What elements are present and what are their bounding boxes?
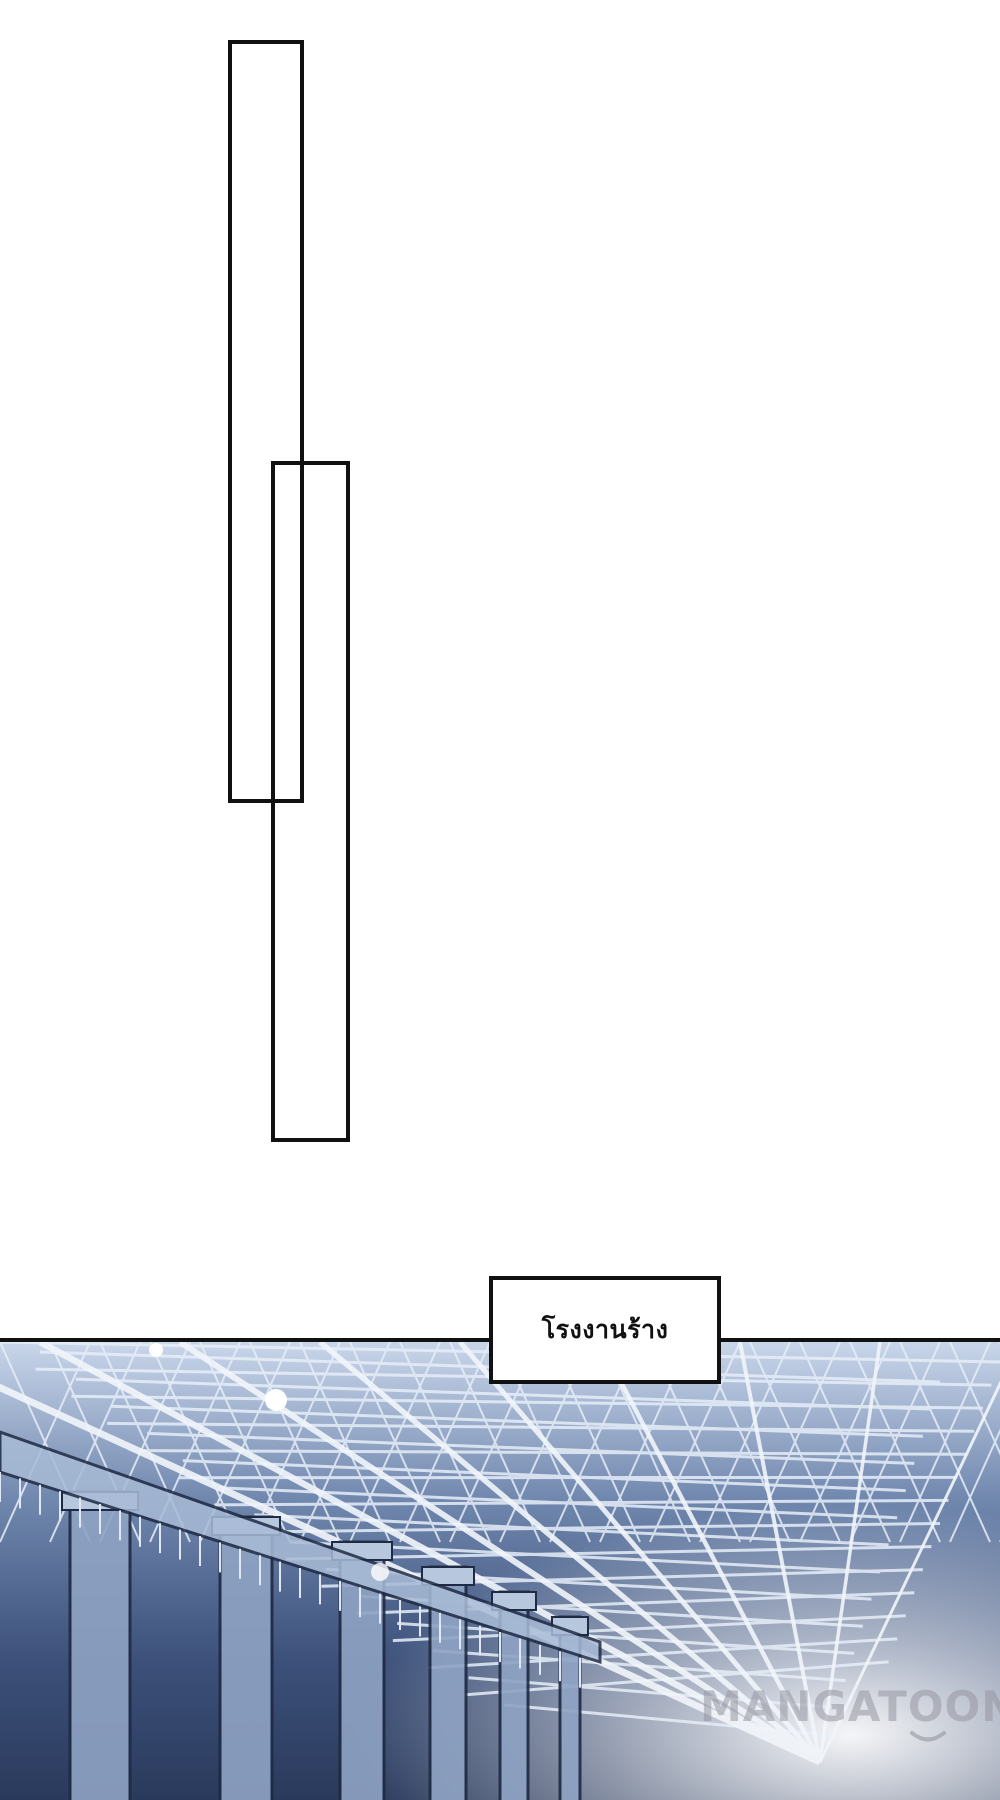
factory-illustration	[0, 1342, 1000, 1800]
empty-speech-box	[228, 40, 304, 803]
factory-panel	[0, 1338, 1000, 1800]
location-caption-box: โรงงานร้าง	[489, 1276, 721, 1384]
empty-speech-box	[271, 461, 350, 1142]
location-caption: โรงงานร้าง	[541, 1315, 669, 1344]
